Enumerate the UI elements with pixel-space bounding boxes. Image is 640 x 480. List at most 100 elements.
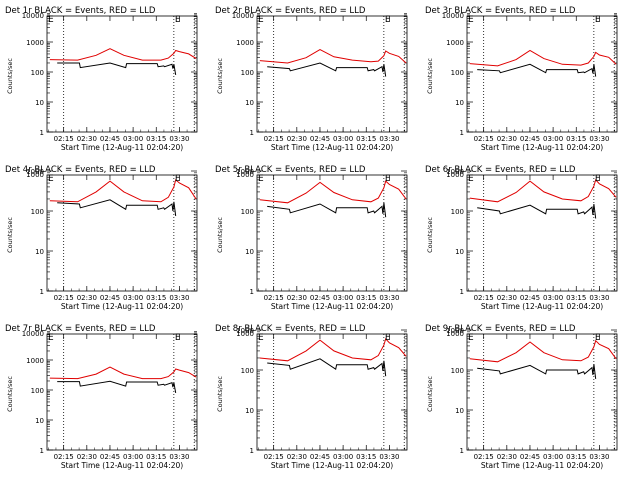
y-axis-label: Counts/sec (216, 376, 224, 412)
marker-label: E (595, 15, 601, 25)
events-series-line (267, 62, 387, 77)
x-tick-label: 03:30 (589, 294, 609, 302)
x-tick-label: 02:15 (474, 453, 494, 461)
y-tick-label: 10000 (22, 12, 44, 20)
x-tick-label: 02:45 (310, 453, 330, 461)
lld-series-line (469, 178, 617, 203)
marker-label: E (48, 15, 54, 25)
y-tick-label: 100 (241, 69, 254, 77)
x-tick-label: 03:30 (169, 294, 189, 302)
marker-label: E (175, 15, 181, 25)
x-tick-label: 02:30 (77, 294, 97, 302)
y-tick-label: 1 (40, 288, 44, 296)
x-tick-label: 03:30 (589, 453, 609, 461)
x-tick-label: 03:00 (543, 294, 563, 302)
y-axis-label: Counts/sec (216, 58, 224, 94)
x-tick-label: 03:00 (333, 135, 353, 143)
y-tick-label: 1000 (236, 327, 254, 335)
marker-label: E (258, 333, 264, 343)
y-tick-label: 1000 (236, 330, 254, 338)
lld-series-line (49, 48, 197, 61)
plot-frame (466, 174, 618, 292)
x-tick-label: 02:15 (264, 453, 284, 461)
x-tick-label: 03:15 (566, 294, 586, 302)
panel-2: Det 2r BLACK = Events, RED = LLD 1 10 100 10… (215, 6, 408, 152)
marker-label: E (385, 15, 391, 25)
y-tick-label: 100 (241, 208, 254, 216)
panel-title: Det 5r BLACK = Events, RED = LLD (215, 165, 366, 175)
panel-title: Det 6r BLACK = Events, RED = LLD (425, 165, 576, 175)
y-tick-label: 1 (40, 129, 44, 137)
y-tick-label: 1 (40, 447, 44, 455)
y-tick-label: 1000 (26, 171, 44, 179)
y-tick-label: 10 (35, 248, 44, 256)
marker-label: E (48, 174, 54, 184)
x-tick-label: 02:45 (310, 135, 330, 143)
x-tick-label: 03:00 (333, 453, 353, 461)
y-tick-label: 100 (31, 69, 44, 77)
x-tick-label: 02:15 (264, 135, 284, 143)
x-axis-label: Start Time (12-Aug-11 02:04:20) (61, 461, 183, 470)
x-axis-label: Start Time (12-Aug-11 02:04:20) (271, 461, 393, 470)
marker-label: E (595, 174, 601, 184)
y-tick-label: 10 (455, 99, 464, 107)
y-tick-label: 1000 (446, 327, 464, 335)
x-tick-label: 02:30 (287, 294, 307, 302)
y-tick-label: 10 (245, 248, 254, 256)
x-tick-label: 02:30 (287, 453, 307, 461)
panel-title: Det 2r BLACK = Events, RED = LLD (215, 6, 366, 16)
plot-frame (256, 333, 408, 451)
x-tick-label: 02:30 (77, 453, 97, 461)
panel-7: Det 7r BLACK = Events, RED = LLD 1 10 100 10… (5, 324, 198, 470)
x-tick-label: 02:45 (100, 135, 120, 143)
y-axis-label: Counts/sec (426, 376, 434, 412)
events-series-line (267, 358, 387, 377)
x-tick-label: 02:30 (287, 135, 307, 143)
x-tick-label: 03:15 (146, 453, 166, 461)
panel-title: Det 8r BLACK = Events, RED = LLD (215, 324, 366, 334)
x-tick-label: 02:15 (474, 135, 494, 143)
x-tick-label: 03:00 (333, 294, 353, 302)
y-tick-label: 10000 (442, 12, 464, 20)
x-tick-label: 02:30 (77, 135, 97, 143)
y-axis-label: Counts/sec (216, 217, 224, 253)
x-tick-label: 03:15 (146, 294, 166, 302)
y-tick-label: 1000 (236, 171, 254, 179)
events-series-line (57, 380, 177, 393)
x-tick-label: 02:45 (310, 294, 330, 302)
marker-label: E (468, 333, 474, 343)
events-series-line (477, 63, 597, 77)
x-tick-label: 03:15 (566, 453, 586, 461)
y-tick-label: 10 (455, 248, 464, 256)
lld-series-line (469, 339, 617, 363)
x-tick-label: 03:15 (356, 294, 376, 302)
x-tick-label: 02:30 (497, 294, 517, 302)
marker-label: E (385, 333, 391, 343)
panel-title: Det 4r BLACK = Events, RED = LLD (5, 165, 156, 175)
y-tick-label: 100 (451, 367, 464, 375)
y-tick-label: 1000 (26, 168, 44, 176)
y-axis-label: Counts/sec (6, 217, 14, 253)
x-tick-label: 03:00 (123, 453, 143, 461)
x-tick-label: 03:30 (169, 453, 189, 461)
x-tick-label: 03:00 (543, 135, 563, 143)
y-tick-label: 10 (245, 99, 254, 107)
y-axis-label: Counts/sec (6, 376, 14, 412)
y-tick-label: 1 (250, 447, 254, 455)
y-tick-label: 1000 (236, 168, 254, 176)
x-tick-label: 02:15 (54, 453, 74, 461)
x-tick-label: 03:30 (169, 135, 189, 143)
lld-series-line (49, 366, 197, 380)
y-tick-label: 100 (31, 387, 44, 395)
y-tick-label: 10000 (22, 330, 44, 338)
plot-frame (256, 174, 408, 292)
events-series-line (57, 199, 177, 217)
lld-series-line (259, 49, 407, 64)
events-series-line (477, 203, 597, 219)
panel-6: Det 6r BLACK = Events, RED = LLD 1 10 100 10… (425, 165, 618, 311)
x-tick-label: 02:15 (54, 294, 74, 302)
y-tick-label: 1000 (26, 39, 44, 47)
y-tick-label: 10 (455, 407, 464, 415)
x-axis-label: Start Time (12-Aug-11 02:04:20) (481, 143, 603, 152)
x-tick-label: 03:30 (379, 453, 399, 461)
